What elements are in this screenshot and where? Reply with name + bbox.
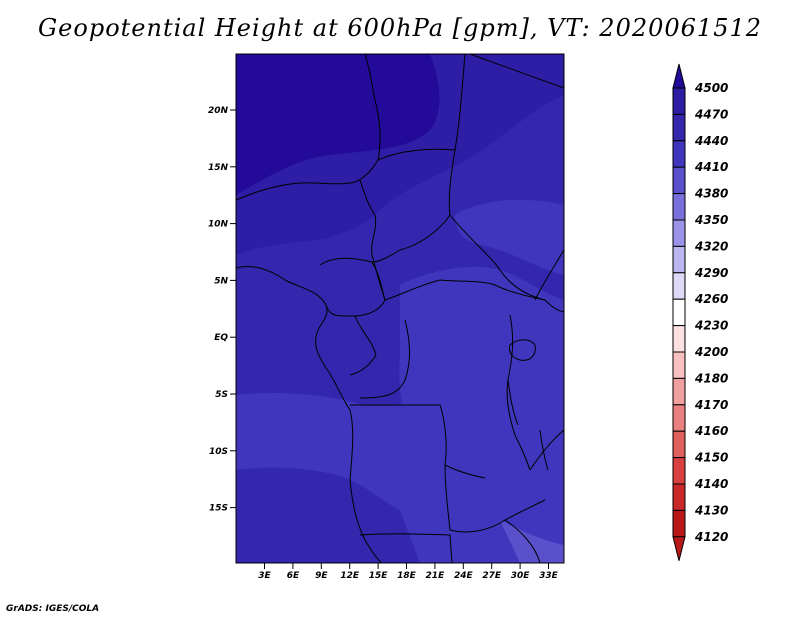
lon-label: 21E xyxy=(426,571,446,581)
colorbar-label: 4170 xyxy=(694,398,728,412)
lon-label: 30E xyxy=(511,571,531,581)
border-angola xyxy=(350,404,486,479)
field-4440-east xyxy=(455,199,564,275)
lon-label: 12E xyxy=(340,571,360,581)
colorbar-bottom-arrow xyxy=(672,536,686,561)
colorbar-label: 4160 xyxy=(694,424,728,438)
lon-label: 15E xyxy=(369,571,389,581)
border-zambia xyxy=(444,464,546,533)
border-lake-chad xyxy=(359,179,386,301)
map-boundaries xyxy=(236,54,564,563)
colorbar-swatch xyxy=(672,430,686,459)
colorbar-label: 4380 xyxy=(694,187,728,201)
map-title: Geopotential Height at 600hPa [gpm], VT:… xyxy=(38,14,762,42)
lat-label: 20N xyxy=(208,106,229,116)
border-congo-2 xyxy=(359,319,410,399)
field-4500-north xyxy=(236,54,440,195)
colorbar-label: 4200 xyxy=(694,345,728,359)
border-sahel-1 xyxy=(236,54,381,201)
colorbar-label: 4260 xyxy=(694,292,728,306)
lat-label: 5N xyxy=(214,276,228,286)
colorbar-swatch xyxy=(672,87,686,115)
border-drc-east xyxy=(506,314,531,471)
coast-horn xyxy=(469,54,564,89)
border-sudan xyxy=(449,214,564,313)
colorbar-swatch xyxy=(672,140,686,168)
height-field xyxy=(236,54,564,563)
colorbar-label: 4150 xyxy=(694,451,728,465)
colorbar-label: 4470 xyxy=(694,107,728,121)
colorbar-swatch xyxy=(672,272,686,300)
field-4410-southeast xyxy=(500,520,564,563)
coast-east-africa xyxy=(534,249,564,301)
border-cameroon xyxy=(319,257,386,317)
latitude-axis: 20N 15N 10N 5N EQ 5S 10S 15S xyxy=(208,106,236,514)
colorbar: 4500 4470 4440 4410 4380 4350 4320 4290 4260 4230… xyxy=(672,63,728,561)
lon-label: 6E xyxy=(287,571,300,581)
field-4440-southwest xyxy=(236,467,420,563)
border-namibia xyxy=(359,533,453,563)
colorbar-swatch xyxy=(672,113,686,142)
lon-label: 27E xyxy=(482,571,502,581)
colorbar-swatch xyxy=(672,193,686,221)
colorbar-swatch xyxy=(672,325,686,353)
longitude-axis: 3E 6E 9E 12E 15E 18E 21E 24E 27E 30E 33E xyxy=(258,563,559,581)
colorbar-top-arrow xyxy=(672,63,686,89)
border-chad-car xyxy=(371,149,456,263)
colorbar-swatch xyxy=(672,298,686,327)
colorbar-label: 4440 xyxy=(694,134,728,148)
lat-label: EQ xyxy=(214,333,228,343)
lon-label: 24E xyxy=(454,571,474,581)
colorbar-swatch xyxy=(672,377,686,406)
colorbar-label: 4180 xyxy=(694,371,728,385)
lon-label: 18E xyxy=(397,571,417,581)
colorbar-swatch xyxy=(672,351,686,379)
colorbar-swatch xyxy=(672,219,686,247)
coastline-west-africa xyxy=(236,266,383,563)
grads-credit: GrADS: IGES/COLA xyxy=(6,604,100,614)
lon-label: 33E xyxy=(539,571,559,581)
lat-label: 15S xyxy=(209,504,228,514)
colorbar-swatch xyxy=(672,404,686,432)
colorbar-swatch xyxy=(672,166,686,195)
colorbar-label: 4320 xyxy=(694,239,728,253)
colorbar-label: 4500 xyxy=(694,81,728,95)
colorbar-swatch xyxy=(672,245,686,274)
colorbar-label: 4410 xyxy=(694,160,728,174)
map-frame xyxy=(235,53,565,564)
colorbar-swatch xyxy=(672,509,686,538)
lat-label: 15N xyxy=(208,163,229,173)
colorbar-label: 4120 xyxy=(694,530,728,544)
border-central-1 xyxy=(384,279,546,301)
border-congo-1 xyxy=(349,315,377,376)
lat-label: 5S xyxy=(215,390,228,400)
colorbar-swatch xyxy=(672,483,686,511)
lon-label: 9E xyxy=(315,571,328,581)
colorbar-swatch xyxy=(672,457,686,485)
border-south-east xyxy=(504,519,541,563)
lake-malawi xyxy=(539,429,549,471)
colorbar-label: 4130 xyxy=(694,503,728,517)
colorbar-label: 4140 xyxy=(694,477,728,491)
colorbar-label: 4290 xyxy=(694,266,728,280)
lake-tanganyika xyxy=(507,379,519,426)
colorbar-label: 4350 xyxy=(694,213,728,227)
border-sahel-2 xyxy=(377,54,466,161)
colorbar-label: 4230 xyxy=(694,319,728,333)
border-tanzania xyxy=(529,429,564,471)
lat-label: 10N xyxy=(208,220,229,230)
lon-label: 3E xyxy=(258,571,271,581)
lake-victoria xyxy=(509,339,536,361)
lat-label: 10S xyxy=(209,447,228,457)
